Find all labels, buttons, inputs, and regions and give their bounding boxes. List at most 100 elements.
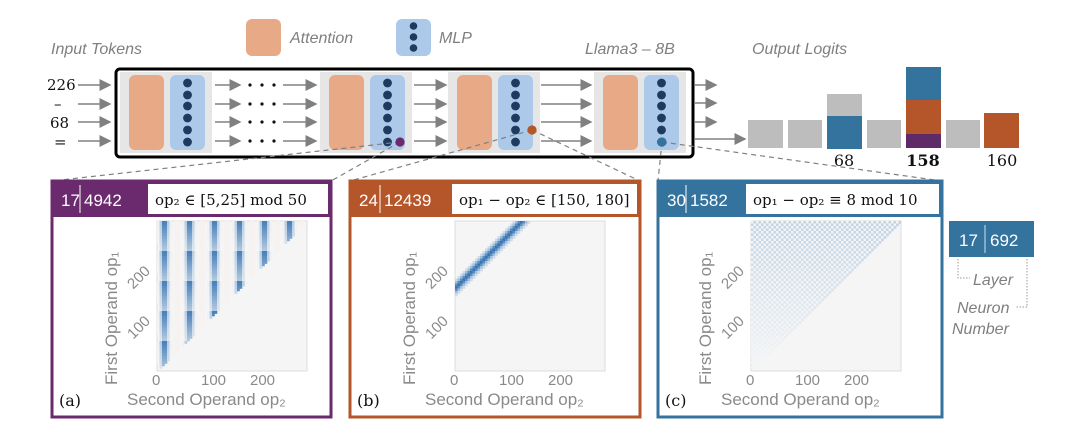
activation-heatmap bbox=[156, 220, 308, 372]
logit-bar bbox=[788, 120, 822, 148]
model-box bbox=[114, 67, 695, 159]
neuron-connector-lines bbox=[51, 129, 943, 182]
logit-bar bbox=[946, 120, 980, 148]
y-axis-label: First Operand op₁ bbox=[696, 251, 715, 385]
x-axis-label: Second Operand op₂ bbox=[425, 390, 584, 409]
attention-block bbox=[603, 75, 638, 150]
mlp-block bbox=[370, 75, 405, 150]
input-token: = bbox=[54, 133, 67, 151]
x-tick-label: 100 bbox=[499, 372, 524, 389]
token-flow-arrows bbox=[78, 79, 747, 147]
logit-bar-68-blue bbox=[827, 116, 862, 149]
logit-bar-68-gray bbox=[827, 94, 862, 116]
mlp-legend-swatch bbox=[396, 19, 431, 56]
key-neuron-value: 692 bbox=[990, 231, 1018, 250]
neuron bbox=[183, 78, 192, 88]
neuron bbox=[657, 113, 666, 123]
key-neuron-label: Neuron bbox=[957, 300, 1010, 317]
neuron bbox=[183, 125, 192, 135]
model-title: Llama3 – 8B bbox=[585, 41, 675, 58]
neuron bbox=[183, 137, 192, 147]
neuron bbox=[383, 137, 392, 147]
x-tick-label: 100 bbox=[795, 372, 820, 389]
x-tick-label: 100 bbox=[201, 372, 226, 389]
neuron-number: 4942 bbox=[84, 191, 122, 210]
neuron bbox=[183, 113, 192, 123]
neuron bbox=[511, 125, 520, 135]
layer-number: 17 bbox=[61, 191, 80, 210]
neuron-17-4942[interactable] bbox=[395, 137, 405, 147]
transformer-layer bbox=[120, 72, 212, 153]
attention-block bbox=[129, 75, 164, 150]
logit-bar-160-orange bbox=[984, 113, 1019, 148]
x-axis-label: Second Operand op₂ bbox=[127, 390, 286, 409]
input-tokens-title: Input Tokens bbox=[51, 41, 142, 58]
neuron bbox=[183, 101, 192, 111]
neuron bbox=[511, 90, 520, 100]
x-tick-label: 200 bbox=[844, 372, 869, 389]
y-axis-label: First Operand op₁ bbox=[102, 251, 121, 385]
neuron-24-12439[interactable] bbox=[527, 125, 537, 135]
neuron bbox=[657, 90, 666, 100]
logit-bar-158-blue bbox=[906, 67, 941, 100]
neuron-panel-a: 17 4942 op₂ ∈ [5,25] mod 500 100 200100200Se… bbox=[50, 179, 333, 419]
key-number-label: Number bbox=[952, 321, 1010, 338]
ellipsis-dots bbox=[248, 83, 276, 143]
x-tick-label: 200 bbox=[548, 372, 573, 389]
x-tick-label: 200 bbox=[250, 372, 275, 389]
x-tick-label: 0 bbox=[746, 372, 754, 389]
logit-label-158: 158 bbox=[906, 151, 939, 170]
layer-number: 30 bbox=[667, 191, 686, 210]
attention-block bbox=[457, 75, 492, 150]
attention-legend-swatch bbox=[246, 19, 281, 56]
neuron-formula: op₁ − op₂ ∈ [150, 180] bbox=[459, 191, 630, 209]
output-logit-bars bbox=[748, 67, 1019, 149]
neuron-panel-c: 30 1582 op₁ − op₂ ≡ 8 mod 100 100 200100200S… bbox=[656, 179, 944, 419]
neuron bbox=[383, 90, 392, 100]
logit-bar-158-purple bbox=[906, 134, 941, 148]
x-tick-label: 0 bbox=[450, 372, 458, 389]
neuron bbox=[657, 101, 666, 111]
transformer-layer bbox=[320, 72, 412, 153]
attention-legend-label: Attention bbox=[289, 30, 353, 47]
activation-heatmap bbox=[750, 220, 902, 372]
layer-number: 24 bbox=[359, 191, 378, 210]
activation-heatmap bbox=[454, 220, 606, 372]
transformer-layer bbox=[594, 72, 686, 153]
neuron bbox=[657, 78, 666, 88]
transformer-layers bbox=[120, 72, 686, 153]
logit-label-68: 68 bbox=[834, 151, 854, 170]
neuron bbox=[511, 101, 520, 111]
key-layer-label: Layer bbox=[973, 272, 1014, 289]
panel-id: (a) bbox=[59, 391, 81, 410]
mlp-legend-label: MLP bbox=[439, 30, 472, 47]
input-token: 68 bbox=[50, 114, 69, 132]
neuron-30-1582[interactable] bbox=[657, 137, 667, 147]
output-logits-title: Output Logits bbox=[752, 41, 847, 58]
neuron bbox=[383, 125, 392, 135]
panel-id: (b) bbox=[357, 391, 380, 410]
logit-bar bbox=[867, 120, 901, 148]
neuron-number: 12439 bbox=[384, 191, 431, 210]
neuron bbox=[383, 78, 392, 88]
formula-box bbox=[148, 184, 328, 214]
neuron bbox=[511, 137, 520, 147]
logit-bar-158-orange bbox=[906, 100, 941, 134]
neuron bbox=[511, 78, 520, 88]
neuron bbox=[657, 125, 666, 135]
mlp-block bbox=[498, 75, 533, 150]
formula-box bbox=[746, 184, 939, 214]
input-token: 226 bbox=[47, 76, 76, 94]
layer-neuron-key: 17 692 Layer Neuron Number bbox=[949, 221, 1034, 338]
attention-block bbox=[329, 75, 364, 150]
x-axis-label: Second Operand op₂ bbox=[721, 390, 880, 409]
neuron bbox=[383, 101, 392, 111]
neuron bbox=[383, 113, 392, 123]
neuron bbox=[511, 113, 520, 123]
formula-box bbox=[452, 184, 637, 214]
transformer-layer bbox=[448, 72, 540, 153]
input-token: – bbox=[54, 95, 62, 113]
key-layer-value: 17 bbox=[959, 231, 978, 250]
